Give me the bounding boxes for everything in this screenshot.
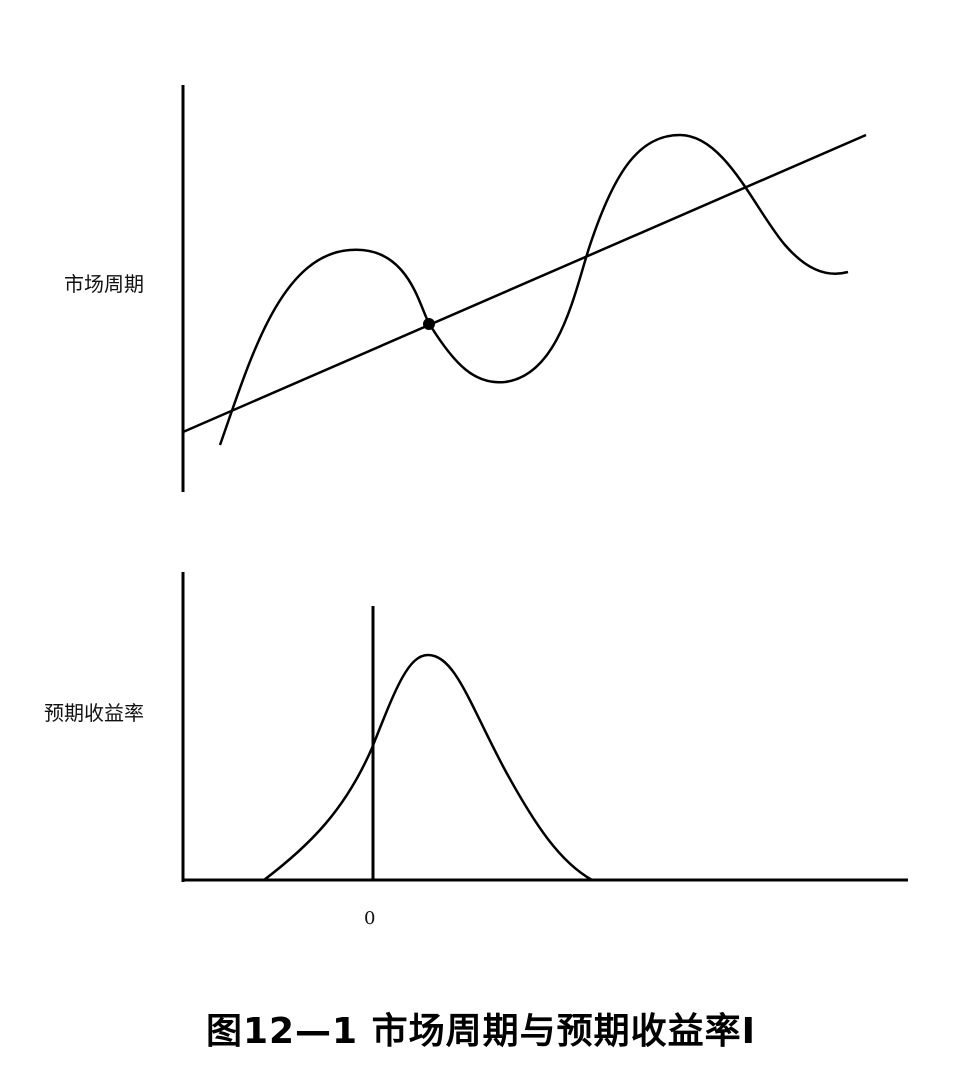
- intersection-point: [423, 318, 435, 330]
- market-cycle-label: 市场周期: [64, 272, 144, 296]
- figure-caption: 图12—1 市场周期与预期收益率I: [205, 1011, 757, 1052]
- trend-line: [182, 133, 867, 434]
- expected-return-panel: [181, 572, 908, 882]
- market-cycle-panel: [181, 85, 867, 492]
- zero-tick-label: 0: [364, 908, 376, 929]
- expected-return-label: 预期收益率: [44, 701, 144, 725]
- return-distribution-curve: [263, 653, 593, 882]
- market-cycle-curve: [218, 133, 849, 446]
